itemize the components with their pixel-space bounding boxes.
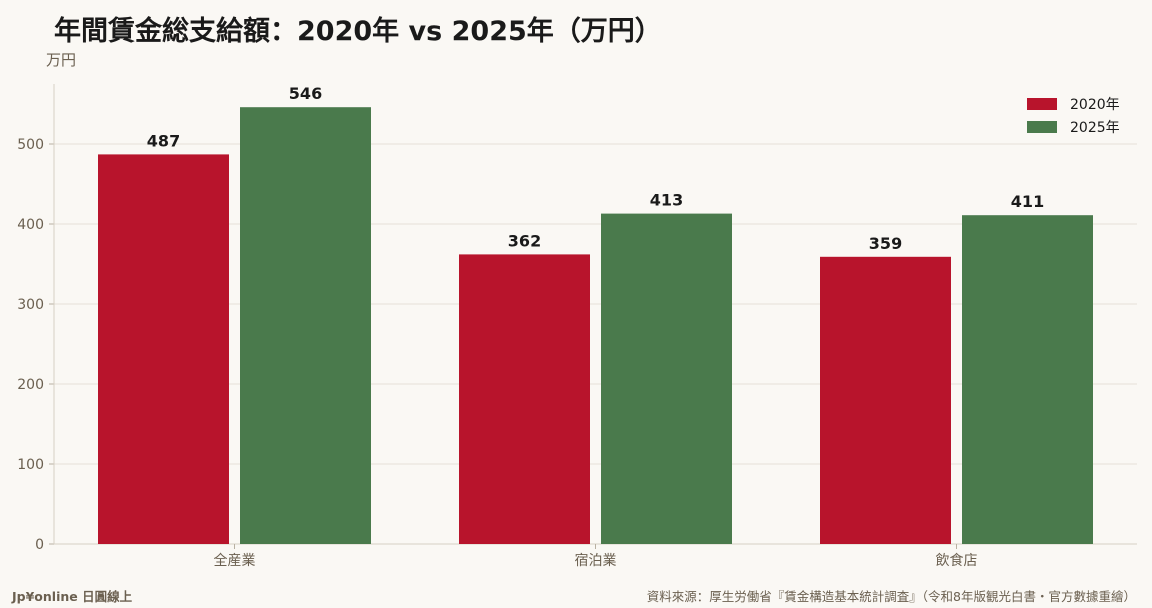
bar bbox=[98, 154, 229, 544]
bar bbox=[962, 215, 1093, 544]
y-axis-unit-label: 万円 bbox=[46, 51, 77, 69]
data-labels: 487 546 362 413 359 411 bbox=[147, 84, 1044, 253]
y-tick-label: 400 bbox=[17, 217, 44, 233]
bar bbox=[820, 256, 951, 544]
axes: 0 100 200 300 400 500 全産業 宿泊業 飲食店 bbox=[17, 84, 1137, 569]
bars bbox=[98, 107, 1093, 544]
data-label: 487 bbox=[147, 131, 180, 150]
data-label: 362 bbox=[508, 231, 541, 250]
y-tick-label: 300 bbox=[17, 297, 44, 313]
x-tick-label: 飲食店 bbox=[936, 552, 978, 569]
footer-source: 資料來源：厚生労働省『賃金構造基本統計調査』（令和8年版観光白書・官方數據重繪） bbox=[646, 589, 1136, 604]
bar bbox=[459, 254, 590, 544]
data-label: 413 bbox=[650, 191, 683, 210]
grid-lines bbox=[54, 143, 1137, 465]
chart-title: 年間賃金総支給額：2020年 vs 2025年（万円） bbox=[54, 16, 662, 47]
x-tick-label: 全産業 bbox=[214, 552, 256, 569]
legend-swatch bbox=[1027, 121, 1057, 133]
y-tick-label: 100 bbox=[17, 457, 44, 473]
bar bbox=[240, 107, 371, 544]
y-tick-label: 200 bbox=[17, 377, 44, 393]
data-label: 359 bbox=[869, 234, 902, 253]
data-label: 411 bbox=[1011, 192, 1044, 211]
bar bbox=[601, 213, 732, 544]
legend: 2020年 2025年 bbox=[1027, 97, 1120, 136]
y-tick-label: 500 bbox=[17, 137, 44, 153]
data-label: 546 bbox=[289, 84, 322, 103]
legend-label: 2020年 bbox=[1070, 97, 1120, 113]
footer-brand: Jp¥online 日圓線上 bbox=[12, 589, 133, 604]
legend-swatch bbox=[1027, 98, 1057, 110]
x-tick-label: 宿泊業 bbox=[575, 552, 617, 569]
y-tick-label: 0 bbox=[35, 537, 44, 553]
legend-label: 2025年 bbox=[1070, 120, 1120, 136]
